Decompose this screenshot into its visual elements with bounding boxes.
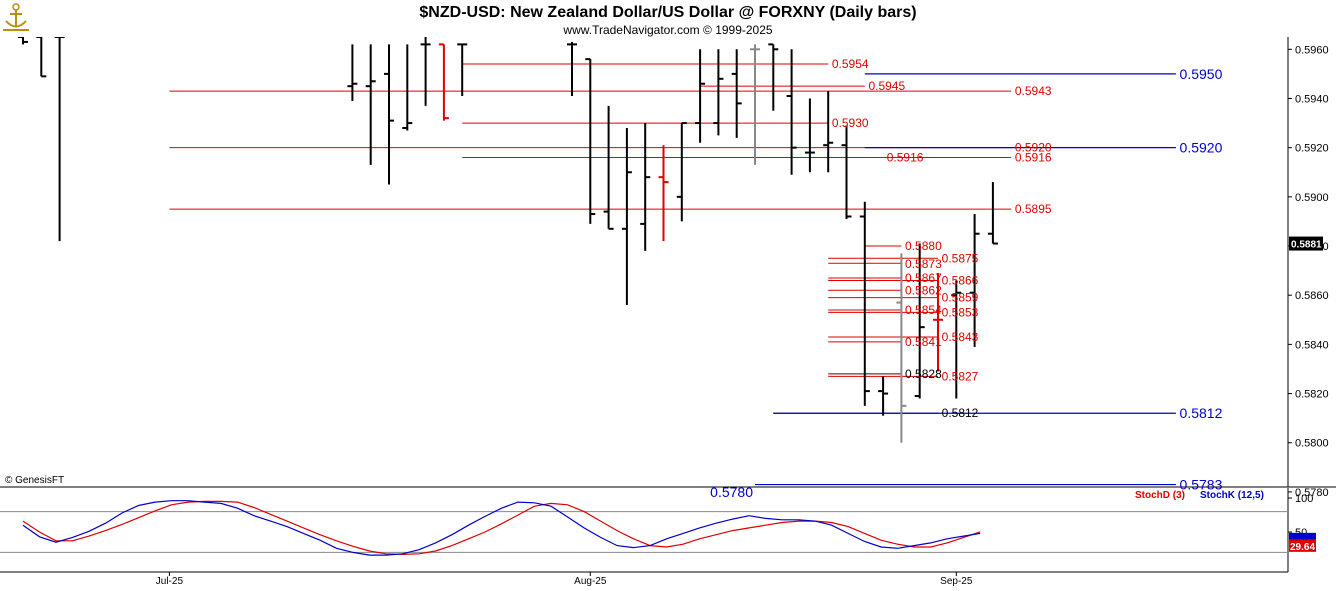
ohlc-bar — [768, 43, 779, 111]
ohlc-bar — [585, 58, 596, 224]
ohlc-bar — [914, 243, 925, 399]
level-label-0.5895: 0.5895 — [1015, 202, 1052, 216]
ohlc-bar — [438, 43, 449, 121]
y-tick-label: 0.5900 — [1295, 192, 1329, 204]
level-label-0.5867: 0.5867 — [905, 271, 942, 285]
level-label-0.5812: 0.5812 — [942, 406, 979, 420]
stoch-series-line-d — [22, 500, 981, 556]
ohlc-bar — [786, 49, 797, 175]
stoch-k-tag — [1289, 532, 1316, 540]
ohlc-bar — [896, 253, 907, 443]
level-label-0.5920: 0.5920 — [1015, 141, 1052, 155]
stochastic-panel: 1005029.64 StochD (3) StochK (12,5) — [0, 488, 1316, 573]
ohlc-bar — [621, 127, 632, 306]
level-label-0.5780: 0.5780 — [710, 484, 753, 500]
ohlc-bar — [933, 273, 943, 372]
level-label-0.5783: 0.5783 — [1180, 477, 1223, 493]
ohlc-bar — [676, 122, 687, 222]
level-label-0.5943: 0.5943 — [1015, 84, 1052, 98]
ohlc-bar — [567, 41, 577, 97]
ohlc-bar — [36, 37, 47, 78]
stoch-series-line-k — [22, 500, 981, 556]
y-tick-label: 0.5940 — [1295, 93, 1329, 105]
level-label-0.5945: 0.5945 — [868, 79, 905, 93]
chart-subtitle: www.TradeNavigator.com © 1999-2025 — [562, 23, 772, 37]
level-label-0.5875: 0.5875 — [942, 251, 979, 265]
y-tick-label: 0.5840 — [1295, 339, 1329, 351]
ohlc-bar — [951, 280, 962, 399]
level-label-0.5862: 0.5862 — [905, 283, 942, 297]
last-price-tag — [1289, 236, 1323, 251]
copyright-label: © GenesisFT — [5, 475, 64, 486]
ohlc-bar — [750, 44, 760, 165]
stoch-d-legend: StochD (3) — [1135, 490, 1185, 501]
level-label-0.5812: 0.5812 — [1180, 405, 1223, 421]
stoch-d-tag — [1289, 539, 1316, 552]
y-tick-label: 0.5800 — [1295, 438, 1329, 450]
level-label-0.5854: 0.5854 — [905, 303, 942, 317]
ohlc-bar — [420, 37, 431, 106]
ohlc-bar — [640, 123, 651, 251]
level-label-0.5866: 0.5866 — [942, 273, 979, 287]
ohlc-bar — [841, 125, 852, 219]
anchor-logo-icon — [3, 3, 29, 31]
ohlc-bar — [969, 214, 980, 347]
stoch-k-legend: StochK (12,5) — [1200, 490, 1264, 501]
ohlc-bar — [804, 98, 815, 173]
ohlc-bar — [987, 182, 998, 245]
stoch-tick-label: 100 — [1295, 493, 1313, 505]
ohlc-bar — [384, 44, 394, 185]
y-tick-label: 0.5860 — [1295, 290, 1329, 302]
y-tick-label: 0.5820 — [1295, 389, 1329, 401]
level-label-0.5827: 0.5827 — [942, 369, 979, 383]
chart-title: $NZD-USD: New Zealand Dollar/US Dollar @… — [419, 4, 916, 21]
last-price-label: 0.5881 — [1291, 240, 1322, 251]
ohlc-bar — [731, 49, 742, 138]
x-tick-label: Aug-25 — [574, 576, 607, 587]
ohlc-bar — [658, 145, 669, 242]
x-tick-label: Sep-25 — [940, 576, 973, 587]
level-label-0.5859: 0.5859 — [942, 291, 979, 305]
ohlc-bar — [823, 91, 834, 173]
ohlc-bar — [603, 105, 614, 230]
y-tick-label: 0.5920 — [1295, 143, 1329, 155]
level-label-0.5853: 0.5853 — [942, 305, 979, 319]
ohlc-bar — [713, 49, 724, 136]
x-axis: Jul-25 Aug-25 Sep-25 — [156, 572, 973, 587]
ohlc-bar — [402, 44, 413, 131]
level-label-0.5828: 0.5828 — [905, 367, 942, 381]
level-label-0.5916: 0.5916 — [887, 150, 924, 164]
ohlc-bar — [878, 376, 889, 416]
level-label-0.5843: 0.5843 — [942, 330, 979, 344]
x-tick-label: Jul-25 — [156, 576, 184, 587]
ohlc-bar — [18, 37, 28, 45]
level-label-0.5916: 0.5916 — [1015, 150, 1052, 164]
y-tick-label: 0.5780 — [1295, 487, 1329, 499]
ohlc-bar — [54, 37, 65, 242]
ohlc-bar — [347, 44, 358, 101]
level-label-0.5880: 0.5880 — [905, 239, 942, 253]
ohlc-bar — [695, 49, 706, 143]
level-label-0.5954: 0.5954 — [832, 57, 869, 71]
ohlc-bar — [859, 201, 870, 406]
level-label-0.5920: 0.5920 — [1180, 140, 1223, 156]
level-label-0.5873: 0.5873 — [905, 257, 942, 271]
level-label-0.5930: 0.5930 — [832, 116, 869, 130]
ohlc-bar — [457, 43, 468, 97]
level-label-0.5841: 0.5841 — [905, 335, 942, 349]
level-label-0.5950: 0.5950 — [1180, 66, 1223, 82]
ohlc-bar — [365, 44, 376, 165]
stoch-last-label: 29.64 — [1290, 542, 1315, 553]
y-tick-label: 0.5960 — [1295, 44, 1329, 56]
